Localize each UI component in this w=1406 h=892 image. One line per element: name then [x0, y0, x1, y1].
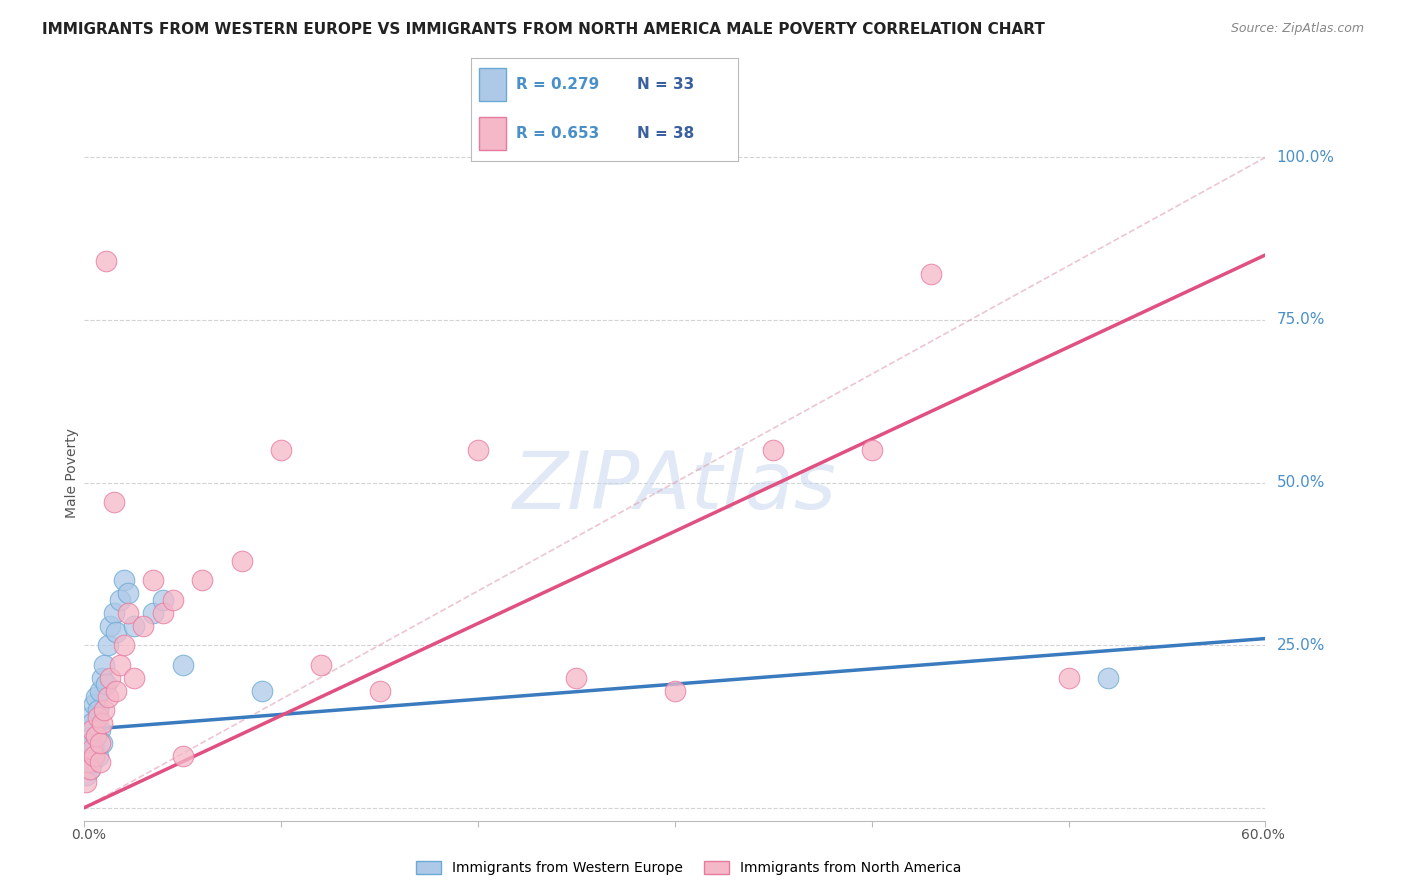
Point	[83, 748, 105, 763]
Text: 75.0%: 75.0%	[1277, 312, 1324, 327]
Point	[89, 736, 111, 750]
Y-axis label: Male Poverty: Male Poverty	[65, 428, 79, 517]
Text: ZIPAtlas: ZIPAtlas	[513, 448, 837, 525]
Point	[82, 723, 104, 737]
Point	[104, 625, 127, 640]
Point	[1097, 671, 1119, 685]
Text: 25.0%: 25.0%	[1277, 638, 1324, 653]
Point	[103, 495, 125, 509]
Point	[82, 742, 104, 756]
Point	[108, 657, 131, 672]
Point	[142, 573, 165, 587]
Point	[97, 638, 120, 652]
Point	[84, 690, 107, 704]
Point	[250, 683, 273, 698]
Point	[191, 573, 214, 587]
Point	[94, 254, 117, 268]
Point	[117, 606, 139, 620]
Text: IMMIGRANTS FROM WESTERN EUROPE VS IMMIGRANTS FROM NORTH AMERICA MALE POVERTY COR: IMMIGRANTS FROM WESTERN EUROPE VS IMMIGR…	[42, 22, 1045, 37]
Point	[112, 573, 135, 587]
Point	[467, 442, 489, 457]
Point	[84, 729, 107, 743]
Point	[98, 618, 121, 632]
Point	[93, 703, 115, 717]
Text: 0.0%: 0.0%	[72, 828, 105, 842]
Point	[172, 657, 194, 672]
Text: Source: ZipAtlas.com: Source: ZipAtlas.com	[1230, 22, 1364, 36]
Point	[664, 683, 686, 698]
Point	[117, 586, 139, 600]
Point	[103, 606, 125, 620]
FancyBboxPatch shape	[479, 118, 506, 150]
Legend: Immigrants from Western Europe, Immigrants from North America: Immigrants from Western Europe, Immigran…	[411, 855, 967, 880]
Point	[77, 748, 100, 763]
Text: R = 0.279: R = 0.279	[516, 77, 600, 92]
Point	[142, 606, 165, 620]
Text: N = 38: N = 38	[637, 127, 695, 142]
Point	[152, 606, 174, 620]
Point	[75, 774, 97, 789]
Point	[309, 657, 332, 672]
Point	[97, 690, 120, 704]
Point	[91, 736, 114, 750]
Text: N = 33: N = 33	[637, 77, 695, 92]
Point	[368, 683, 391, 698]
Text: R = 0.653: R = 0.653	[516, 127, 600, 142]
Point	[108, 592, 131, 607]
Point	[89, 683, 111, 698]
Text: 60.0%: 60.0%	[1240, 828, 1285, 842]
Point	[231, 553, 253, 567]
Point	[94, 677, 117, 691]
Point	[77, 723, 100, 737]
Point	[172, 748, 194, 763]
Point	[79, 762, 101, 776]
Point	[104, 683, 127, 698]
Point	[1057, 671, 1080, 685]
Text: 100.0%: 100.0%	[1277, 150, 1334, 165]
Text: 50.0%: 50.0%	[1277, 475, 1324, 490]
Point	[860, 442, 883, 457]
Point	[84, 729, 107, 743]
Point	[87, 709, 110, 723]
Point	[79, 762, 101, 776]
Point	[83, 697, 105, 711]
Point	[79, 736, 101, 750]
Point	[98, 671, 121, 685]
Point	[93, 657, 115, 672]
Point	[77, 755, 100, 769]
Point	[89, 723, 111, 737]
Point	[87, 703, 110, 717]
Point	[762, 442, 785, 457]
Point	[122, 671, 145, 685]
Point	[79, 709, 101, 723]
Point	[122, 618, 145, 632]
Point	[91, 671, 114, 685]
Point	[87, 748, 110, 763]
Point	[565, 671, 588, 685]
Point	[920, 268, 942, 282]
Point	[270, 442, 292, 457]
Point	[152, 592, 174, 607]
Point	[82, 716, 104, 731]
Point	[83, 742, 105, 756]
FancyBboxPatch shape	[479, 69, 506, 101]
Point	[91, 716, 114, 731]
Point	[112, 638, 135, 652]
Point	[89, 755, 111, 769]
Point	[162, 592, 184, 607]
Point	[132, 618, 155, 632]
Point	[82, 755, 104, 769]
Point	[75, 768, 97, 782]
